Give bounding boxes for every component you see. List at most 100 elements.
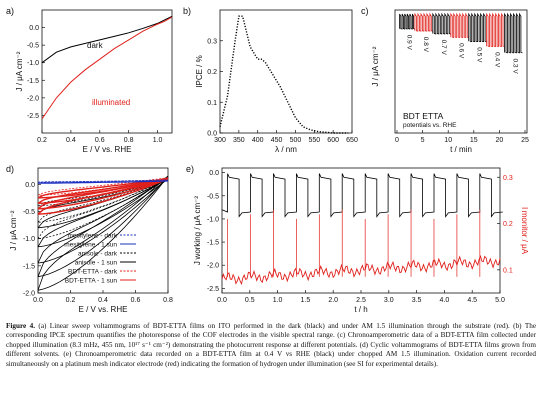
panel-b-xlabel: λ / nm xyxy=(275,145,297,154)
panel-a: 0.2 0.4 0.6 0.8 1.0 0.0 -0.5 -1.0 -1.5 -2.0 -2.5 a)… xyxy=(6,6,173,154)
panel-e: 0.0 0.5 1.0 1.5 2.0 2.5 3.0 3.5 4.0 4.5 5.0 0.0 -0.5… xyxy=(186,164,529,314)
panel-a-frame xyxy=(41,9,173,134)
panel-e-xlabel: t / h xyxy=(354,305,367,314)
panel-a-letter: a) xyxy=(6,6,14,16)
panel-d-ytick-label: -1.5 xyxy=(23,263,35,270)
panel-e-xtick-label: 5.0 xyxy=(495,297,505,304)
panel-e-ytick-label: 0.0 xyxy=(209,170,219,177)
panel-e-ylabel-right: I monitor / μA xyxy=(520,207,529,255)
panel-c: 0 5 10 15 20 25 0.9 V 0.8 V 0.7 V 0.6 V 0.5 V 0.4 V… xyxy=(361,6,529,154)
panel-d-letter: d) xyxy=(6,164,14,174)
panel-e-ytick-right-label: 0.1 xyxy=(503,267,513,274)
panel-b-ylabel: IPCE / % xyxy=(195,55,204,87)
panel-c-annot-5: 0.5 V xyxy=(476,47,483,63)
panel-c-annot-4: 0.6 V xyxy=(458,43,465,59)
panel-e-xtick-label: 1.0 xyxy=(273,297,283,304)
panel-b-xtick-label: 400 xyxy=(252,137,264,144)
panel-a-ytick-label: 0.0 xyxy=(29,25,39,32)
panel-c-annot-1: 0.9 V xyxy=(405,35,412,51)
panel-d-legend-label-3: anisole - dark xyxy=(78,251,118,258)
panel-a-label-dark: dark xyxy=(87,41,104,50)
figure-canvas: 0.2 0.4 0.6 0.8 1.0 0.0 -0.5 -1.0 -1.5 -2.0 -2.5 a)… xyxy=(6,6,529,314)
panel-d-xtick-label: 0.8 xyxy=(163,297,173,304)
panel-a-xtick-label: 0.2 xyxy=(37,137,47,144)
panel-b-ytick-label: 0.0 xyxy=(207,131,217,138)
panel-b-ytick-label: 0.2 xyxy=(207,69,217,76)
panel-a-ytick-label: -1.5 xyxy=(27,78,39,85)
panel-d-ytick-label: -2.0 xyxy=(23,291,35,298)
panel-e-letter: e) xyxy=(186,164,194,174)
panel-a-ytick-label: -1.0 xyxy=(27,60,39,67)
panel-d-bdt-1sun-4 xyxy=(37,178,169,199)
panel-d-legend-label-1: mesitylene - dark xyxy=(68,233,118,240)
panel-c-annot-2: 0.8 V xyxy=(422,37,429,53)
panel-b-xtick-label: 300 xyxy=(214,137,226,144)
panel-b-xtick-label: 350 xyxy=(233,137,245,144)
panel-e-ytick-label: -1.0 xyxy=(207,216,219,223)
panel-c-segment-4 xyxy=(450,12,469,39)
panel-e-xtick-label: 2.0 xyxy=(328,297,338,304)
panel-a-xtick-label: 1.0 xyxy=(153,137,163,144)
panel-a-xtick-label: 0.8 xyxy=(124,137,134,144)
panel-e-ytick-right-label: 0.3 xyxy=(503,175,513,182)
panel-c-xlabel: t / min xyxy=(450,145,472,154)
panel-c-segment-2 xyxy=(414,12,433,32)
panel-a-label-illuminated: illuminated xyxy=(92,98,130,107)
panel-d-xtick-label: 0.2 xyxy=(66,297,76,304)
panel-c-segment-6 xyxy=(486,12,505,47)
panel-d-legend-label-5: BDT-ETTA - dark xyxy=(68,269,118,276)
panel-c-xtick-label: 10 xyxy=(444,137,452,144)
panel-d-xtick-label: 0.6 xyxy=(131,297,141,304)
panel-e-xtick-label: 0.0 xyxy=(217,297,227,304)
panel-b: 300 350 400 450 500 550 600 650 0.0 0.1 0.2 0.3 b) λ … xyxy=(183,6,358,154)
panel-e-ytick-label: -2.0 xyxy=(207,263,219,270)
panel-a-ytick-label: -2.0 xyxy=(27,95,39,102)
panel-c-annot-7: 0.3 V xyxy=(511,59,518,75)
panel-a-xlabel: E / V vs. RHE xyxy=(83,145,132,154)
panel-b-xtick-label: 600 xyxy=(327,137,339,144)
panel-a-xtick-label: 0.6 xyxy=(95,137,105,144)
panel-e-frame xyxy=(221,167,501,294)
panel-c-ylabel: J / μA cm⁻² xyxy=(371,46,380,86)
panel-d-legend-label-6: BDT-ETTA - 1 sun xyxy=(65,278,118,285)
panel-d-bdt-dark xyxy=(37,177,169,196)
panel-e-xtick-label: 1.5 xyxy=(301,297,311,304)
panel-a-xtick-label: 0.4 xyxy=(66,137,76,144)
panel-c-title: BDT ETTA xyxy=(403,111,444,121)
panel-d-legend-label-4: anisole - 1 sun xyxy=(75,260,118,267)
panel-d-xtick-label: 0.4 xyxy=(98,297,108,304)
panel-a-series-dark xyxy=(41,15,173,64)
panel-e-ytick-right-label: 0.2 xyxy=(503,221,513,228)
panel-e-ylabel: J working / μA cm⁻² xyxy=(193,196,202,265)
panel-e-xtick-label: 4.5 xyxy=(467,297,477,304)
panel-e-xtick-label: 2.5 xyxy=(356,297,366,304)
panel-d: 0.0 0.2 0.4 0.6 0.8 0.0 -0.5 -1.0 -1.5 -2.0 mesity… xyxy=(6,164,173,314)
panel-e-ytick-label: -2.5 xyxy=(207,286,219,293)
panel-d-legend-label-2: mesitylene - 1 sun xyxy=(64,242,117,249)
panel-c-segment-3 xyxy=(432,12,451,35)
panel-b-frame xyxy=(219,9,353,134)
panel-d-ylabel: J / μA cm⁻² xyxy=(9,210,18,250)
panel-c-segment-1 xyxy=(399,13,415,30)
panel-d-mesitylene-dark xyxy=(37,179,169,183)
panel-b-ytick-label: 0.3 xyxy=(207,38,217,45)
panel-e-ytick-label: -0.5 xyxy=(207,193,219,200)
panel-d-xtick-label: 0.0 xyxy=(33,297,43,304)
panel-d-mesitylene-1sun xyxy=(37,180,169,184)
panel-c-annot-6: 0.4 V xyxy=(494,52,501,68)
panel-e-xtick-label: 0.5 xyxy=(245,297,255,304)
panel-b-series-ipce xyxy=(219,15,349,134)
panel-c-xtick-label: 20 xyxy=(496,137,504,144)
panel-c-xtick-label: 5 xyxy=(421,137,425,144)
panel-e-xtick-label: 3.0 xyxy=(384,297,394,304)
panel-a-ytick-label: -2.5 xyxy=(27,113,39,120)
panel-d-ytick-label: -0.5 xyxy=(23,209,35,216)
panel-b-xtick-label: 450 xyxy=(271,137,283,144)
panel-a-ytick-label: -0.5 xyxy=(27,43,39,50)
panel-c-segment-5 xyxy=(468,12,487,43)
panel-b-xtick-label: 500 xyxy=(290,137,302,144)
figure-caption: Figure 4. (a) Linear sweep voltammograms… xyxy=(6,322,536,369)
caption-label: Figure 4. xyxy=(6,322,36,330)
panel-d-xlabel: E / V vs. RHE xyxy=(79,305,128,314)
panel-e-ytick-label: -1.5 xyxy=(207,240,219,247)
